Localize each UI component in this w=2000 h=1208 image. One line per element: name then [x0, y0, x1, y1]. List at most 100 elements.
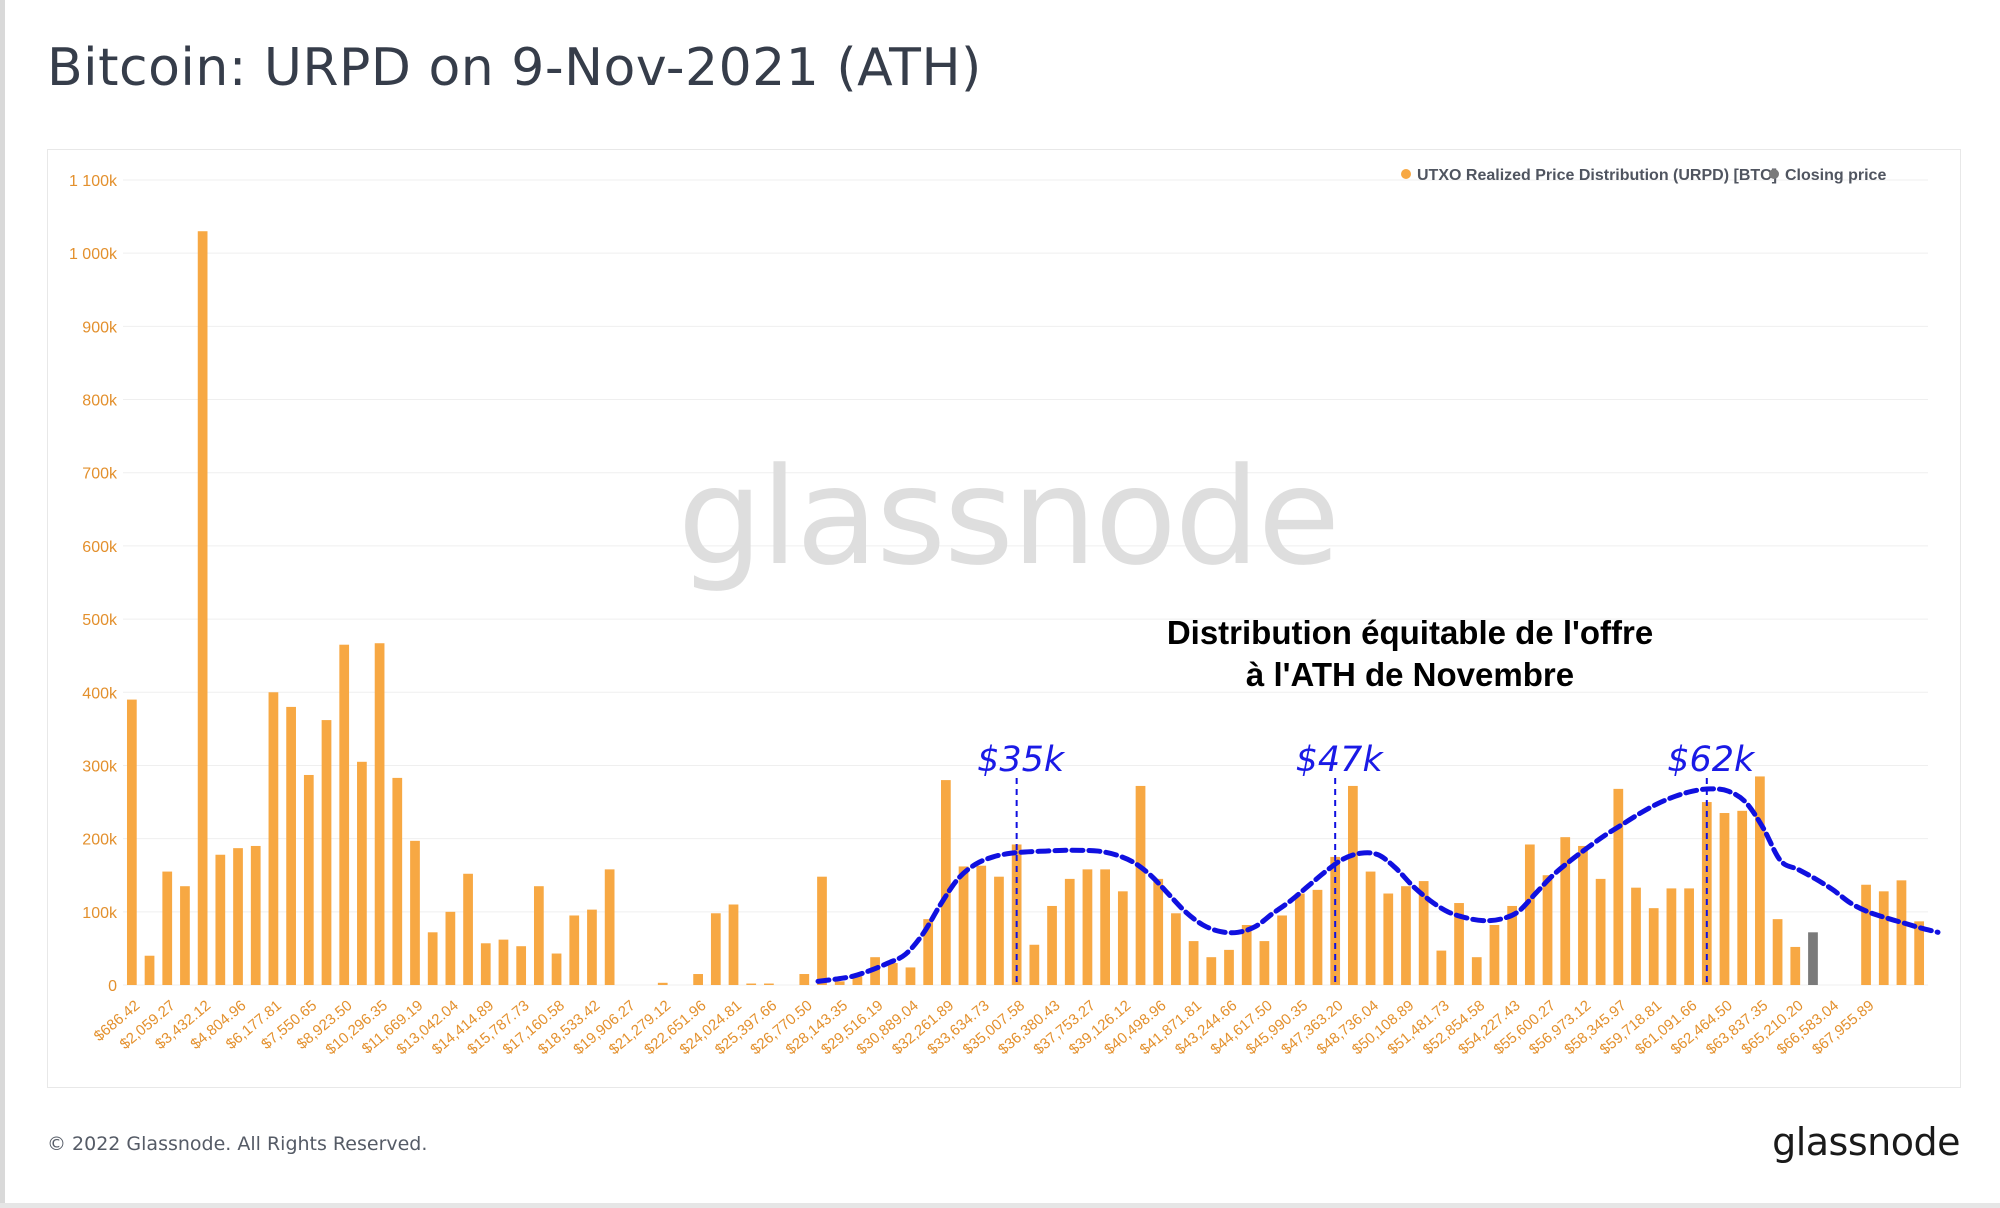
chart-legend: UTXO Realized Price Distribution (URPD) … — [1401, 167, 1886, 184]
urpd-bar — [357, 761, 367, 985]
urpd-bar — [746, 983, 757, 985]
urpd-bar — [657, 982, 668, 985]
x-axis-labels: $686.42$2,059.27$3,432.12$4,804.96$6,177… — [91, 997, 1878, 1058]
urpd-bar — [1861, 884, 1871, 985]
urpd-bar — [303, 774, 314, 985]
urpd-bar — [1896, 880, 1907, 985]
urpd-bar — [463, 873, 473, 985]
page-title: Bitcoin: URPD on 9-Nov-2021 (ATH) — [47, 38, 982, 98]
peak-price-label: $62k — [1667, 740, 1756, 780]
urpd-bar — [410, 840, 420, 985]
urpd-bar — [1418, 881, 1429, 985]
urpd-bar — [1401, 886, 1411, 985]
watermark-text: glassnode — [678, 439, 1338, 595]
urpd-bar — [1737, 810, 1748, 985]
urpd-bar — [1454, 903, 1464, 985]
urpd-bar — [551, 953, 562, 985]
grid-layer — [123, 179, 1928, 986]
urpd-bar — [799, 974, 810, 985]
urpd-bar — [1489, 924, 1500, 985]
legend-urpd-marker — [1401, 169, 1411, 179]
urpd-bar — [1560, 837, 1571, 985]
urpd-bar — [1294, 893, 1305, 985]
urpd-bar — [569, 915, 580, 985]
y-tick-label: 600k — [82, 539, 118, 556]
legend-closing-label[interactable]: Closing price — [1785, 167, 1886, 184]
urpd-bar — [1914, 921, 1925, 985]
y-axis-labels: 0 100k 200k 300k 400k 500k 600k 700k 800k 900k 1 0… — [69, 173, 118, 995]
urpd-bar — [1436, 950, 1447, 985]
urpd-bar — [1631, 887, 1641, 985]
y-tick-label: 1 000k — [69, 246, 118, 263]
peak-price-label: $47k — [1296, 740, 1385, 780]
urpd-bar — [445, 911, 456, 985]
urpd-bar — [144, 955, 155, 985]
urpd-bar — [374, 643, 385, 985]
urpd-bar — [764, 983, 774, 985]
y-tick-label: 700k — [82, 466, 118, 483]
glassnode-logo[interactable]: glassnode — [1772, 1120, 1960, 1164]
urpd-bar — [286, 706, 296, 985]
urpd-bar — [250, 845, 261, 985]
urpd-bar — [852, 976, 863, 985]
y-tick-label: 400k — [82, 685, 118, 702]
urpd-bar — [427, 932, 438, 985]
urpd-bar — [1188, 941, 1199, 985]
urpd-chart: glassnode 0 100k 200k 300k 400k 500k 600k 700k 8… — [69, 167, 1941, 1058]
urpd-bar — [1755, 776, 1765, 985]
urpd-bar — [604, 869, 615, 985]
annotation-line-2: à l'ATH de Novembre — [1246, 656, 1574, 693]
urpd-bar — [1878, 891, 1889, 985]
urpd-bar — [1595, 878, 1606, 985]
urpd-bar — [1206, 957, 1217, 985]
urpd-bar — [887, 963, 898, 985]
urpd-bar — [1524, 844, 1535, 985]
urpd-bar — [1684, 888, 1694, 985]
urpd-bar — [233, 848, 243, 985]
urpd-bar — [834, 981, 845, 985]
urpd-bar — [268, 692, 279, 985]
urpd-bar — [197, 231, 208, 985]
bars-layer — [126, 231, 1925, 985]
urpd-bar — [480, 943, 491, 985]
annotation-layer: $35k $47k $62k — [815, 740, 1941, 985]
urpd-bar — [1578, 845, 1588, 985]
copyright-text: © 2022 Glassnode. All Rights Reserved. — [47, 1133, 428, 1155]
urpd-bar — [339, 644, 350, 985]
urpd-bar — [1241, 924, 1252, 985]
urpd-bar — [905, 967, 916, 985]
urpd-bar — [1082, 869, 1093, 985]
urpd-bar — [1383, 893, 1394, 985]
urpd-bar — [587, 909, 597, 985]
chart-frame: glassnode 0 100k 200k 300k 400k 500k 600k 700k 8… — [47, 149, 1961, 1088]
y-tick-label: 300k — [82, 758, 118, 775]
annotation-line-1: Distribution équitable de l'offre — [1167, 614, 1653, 651]
urpd-bar — [516, 946, 527, 985]
y-tick-label: 500k — [82, 612, 118, 629]
urpd-bar — [126, 699, 137, 985]
y-tick-label: 800k — [82, 393, 118, 410]
urpd-bar — [1224, 949, 1234, 985]
urpd-bar — [1365, 871, 1376, 985]
window-left-edge — [0, 0, 5, 1208]
peak-price-label: $35k — [977, 740, 1066, 780]
y-tick-label: 1 100k — [69, 173, 118, 190]
y-tick-label: 200k — [82, 832, 118, 849]
urpd-bar — [817, 876, 827, 985]
y-tick-label: 900k — [82, 319, 118, 336]
urpd-bar — [392, 777, 403, 985]
legend-urpd-label[interactable]: UTXO Realized Price Distribution (URPD) … — [1417, 167, 1777, 184]
urpd-bar — [1029, 944, 1040, 985]
urpd-bar — [728, 904, 739, 985]
urpd-bar — [1100, 869, 1110, 985]
urpd-bar — [1613, 788, 1624, 985]
urpd-bar — [693, 974, 703, 985]
urpd-bar — [710, 913, 721, 985]
urpd-bar — [941, 780, 951, 985]
legend-closing-marker — [1769, 169, 1779, 179]
urpd-bar — [1312, 889, 1323, 985]
urpd-bar — [162, 871, 173, 985]
urpd-bar — [1277, 915, 1287, 985]
urpd-bar — [321, 720, 332, 985]
urpd-bar — [1117, 891, 1128, 985]
